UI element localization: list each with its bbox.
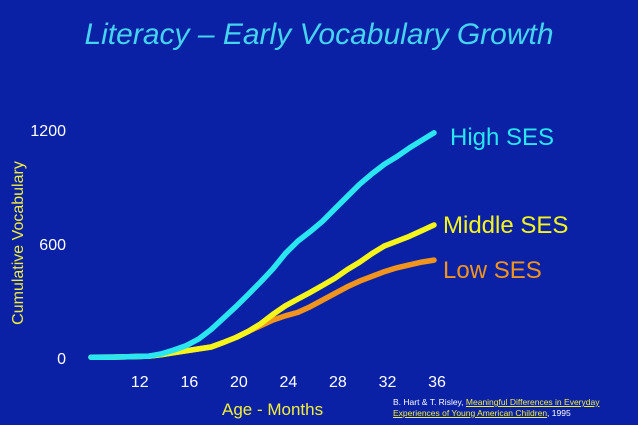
- citation: B. Hart & T. Risley, Meaningful Differen…: [393, 397, 633, 419]
- citation-year: , 1995: [547, 408, 571, 418]
- x-axis-ticks: 12 16 20 24 28 32 36: [131, 374, 446, 391]
- x-tick-label: 36: [428, 374, 446, 391]
- y-tick-label: 0: [57, 351, 66, 368]
- series-label-low-ses: Low SES: [443, 257, 542, 284]
- series-labels: High SES Middle SES Low SES: [443, 124, 568, 284]
- x-tick-label: 20: [230, 374, 248, 391]
- citation-work-link[interactable]: Meaningful Differences in Everyday Exper…: [393, 397, 600, 418]
- series-label-middle-ses: Middle SES: [443, 212, 568, 239]
- x-axis-label: Age - Months: [222, 400, 324, 419]
- series-line-middle-ses: [88, 222, 437, 360]
- series-line-low-ses: [88, 257, 437, 360]
- x-tick-label: 16: [180, 374, 198, 391]
- series-lines: [88, 130, 437, 360]
- y-axis-ticks: 0 600 1200: [30, 123, 66, 368]
- citation-authors: B. Hart & T. Risley,: [393, 397, 466, 407]
- x-tick-label: 32: [379, 374, 397, 391]
- series-line-high-ses: [88, 130, 437, 360]
- x-tick-label: 28: [329, 374, 347, 391]
- x-tick-label: 12: [131, 374, 149, 391]
- y-tick-label: 1200: [30, 123, 66, 140]
- x-tick-label: 24: [280, 374, 298, 391]
- y-tick-label: 600: [39, 237, 66, 254]
- series-label-high-ses: High SES: [450, 124, 554, 151]
- chart-title: Literacy – Early Vocabulary Growth: [84, 18, 554, 51]
